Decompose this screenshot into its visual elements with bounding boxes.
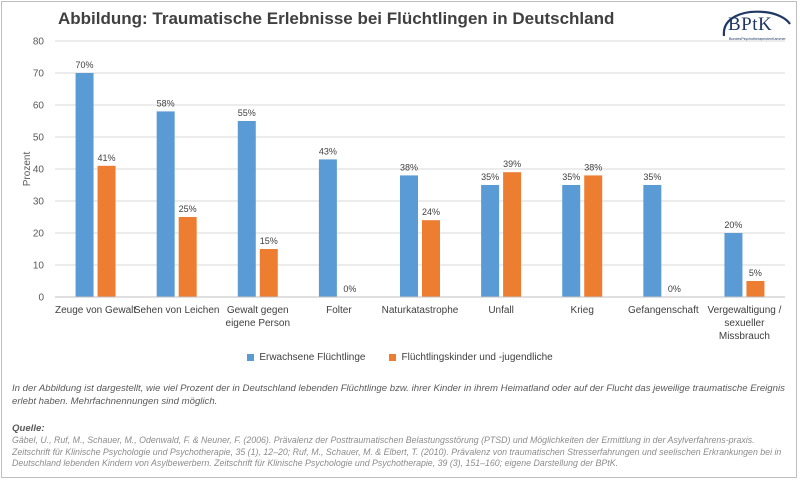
x-tick-label: Vergewaltigung / sexueller Missbrauch xyxy=(707,305,781,342)
legend-label-adults: Erwachsene Flüchtlinge xyxy=(259,352,366,363)
data-labels: 70% 41% 58% 25% 55% 15% 43% 0% 38% 24% 35% 39% 35% 38… xyxy=(76,60,762,294)
y-tick-label: 20 xyxy=(33,229,45,240)
y-tick-label: 50 xyxy=(33,133,45,144)
data-label-children: 25% xyxy=(179,204,197,214)
bar-children xyxy=(584,175,603,297)
x-tick-label: Sehen von Leichen xyxy=(134,305,220,316)
bar-adults xyxy=(156,111,175,298)
bar-adults xyxy=(724,233,743,297)
y-tick-label: 80 xyxy=(33,37,45,48)
y-axis-ticks: 0 10 20 30 40 50 60 70 80 xyxy=(33,37,45,304)
data-label-children: 5% xyxy=(749,268,762,278)
chart-title: Abbildung: Traumatische Erlebnisse bei F… xyxy=(58,9,615,28)
bar-adults xyxy=(400,175,418,297)
bars xyxy=(75,73,765,298)
data-label-adults: 38% xyxy=(400,162,418,172)
data-label-children: 15% xyxy=(260,236,278,246)
bar-adults xyxy=(237,121,256,297)
y-tick-label: 0 xyxy=(38,293,44,304)
bptk-logo: BPtK xyxy=(728,14,773,35)
x-tick-label: Unfall xyxy=(488,305,514,316)
y-tick-label: 60 xyxy=(33,101,45,112)
data-label-children: 0% xyxy=(343,284,356,294)
x-tick-label: Gewalt gegen eigene Person xyxy=(226,305,291,329)
y-tick-label: 40 xyxy=(33,165,45,176)
data-label-adults: 35% xyxy=(481,172,499,182)
x-tick-label: Naturkatastrophe xyxy=(382,305,459,316)
data-label-adults: 35% xyxy=(643,172,661,182)
bptk-logo-subtext: BundesPsychotherapeutenKammer xyxy=(729,37,786,41)
data-label-adults: 35% xyxy=(562,172,580,182)
gridlines xyxy=(55,40,785,266)
y-axis-label: Prozent xyxy=(22,152,33,187)
data-label-adults: 58% xyxy=(157,98,175,108)
bar-adults xyxy=(318,159,337,297)
data-label-adults: 55% xyxy=(238,108,256,118)
legend-item-children: Flüchtlingskinder und -jugendliche xyxy=(389,352,553,363)
legend-item-adults: Erwachsene Flüchtlinge xyxy=(247,352,365,363)
y-tick-label: 70 xyxy=(33,69,45,80)
legend-label-children: Flüchtlingskinder und -jugendliche xyxy=(401,352,553,363)
bptk-logo-swoosh xyxy=(722,10,791,37)
x-tick-label: Zeuge von Gewalt xyxy=(55,305,136,316)
legend-swatch-children xyxy=(389,354,397,361)
legend-swatch-adults xyxy=(247,354,255,361)
x-tick-label: Folter xyxy=(326,305,352,316)
bar-children xyxy=(422,220,440,297)
bar-children xyxy=(178,217,197,297)
source-heading: Quelle: xyxy=(12,423,45,434)
bar-adults xyxy=(75,73,94,297)
data-label-children: 38% xyxy=(584,162,602,172)
chart-description: In der Abbildung ist dargestellt, wie vi… xyxy=(12,383,785,407)
data-label-children: 41% xyxy=(98,153,116,163)
y-tick-label: 10 xyxy=(33,261,45,272)
data-label-adults: 20% xyxy=(724,220,742,230)
bar-adults xyxy=(643,185,662,297)
source-citation: Gäbel, U., Ruf, M., Schauer, M., Odenwal… xyxy=(12,435,782,469)
bar-children xyxy=(97,165,116,297)
bar-children xyxy=(746,281,765,297)
bar-adults xyxy=(481,185,500,297)
data-label-adults: 43% xyxy=(319,146,337,156)
bar-adults xyxy=(562,185,581,297)
legend: Erwachsene Flüchtlinge Flüchtlingskinder… xyxy=(0,352,800,363)
data-label-children: 0% xyxy=(668,284,681,294)
x-tick-label: Gefangenschaft xyxy=(628,305,699,316)
y-tick-label: 30 xyxy=(33,197,45,208)
x-tick-label: Krieg xyxy=(571,305,594,316)
bar-children xyxy=(259,249,278,297)
data-label-children: 24% xyxy=(422,207,440,217)
data-label-adults: 70% xyxy=(76,60,94,70)
data-label-children: 39% xyxy=(503,159,521,169)
bar-children xyxy=(503,172,522,297)
